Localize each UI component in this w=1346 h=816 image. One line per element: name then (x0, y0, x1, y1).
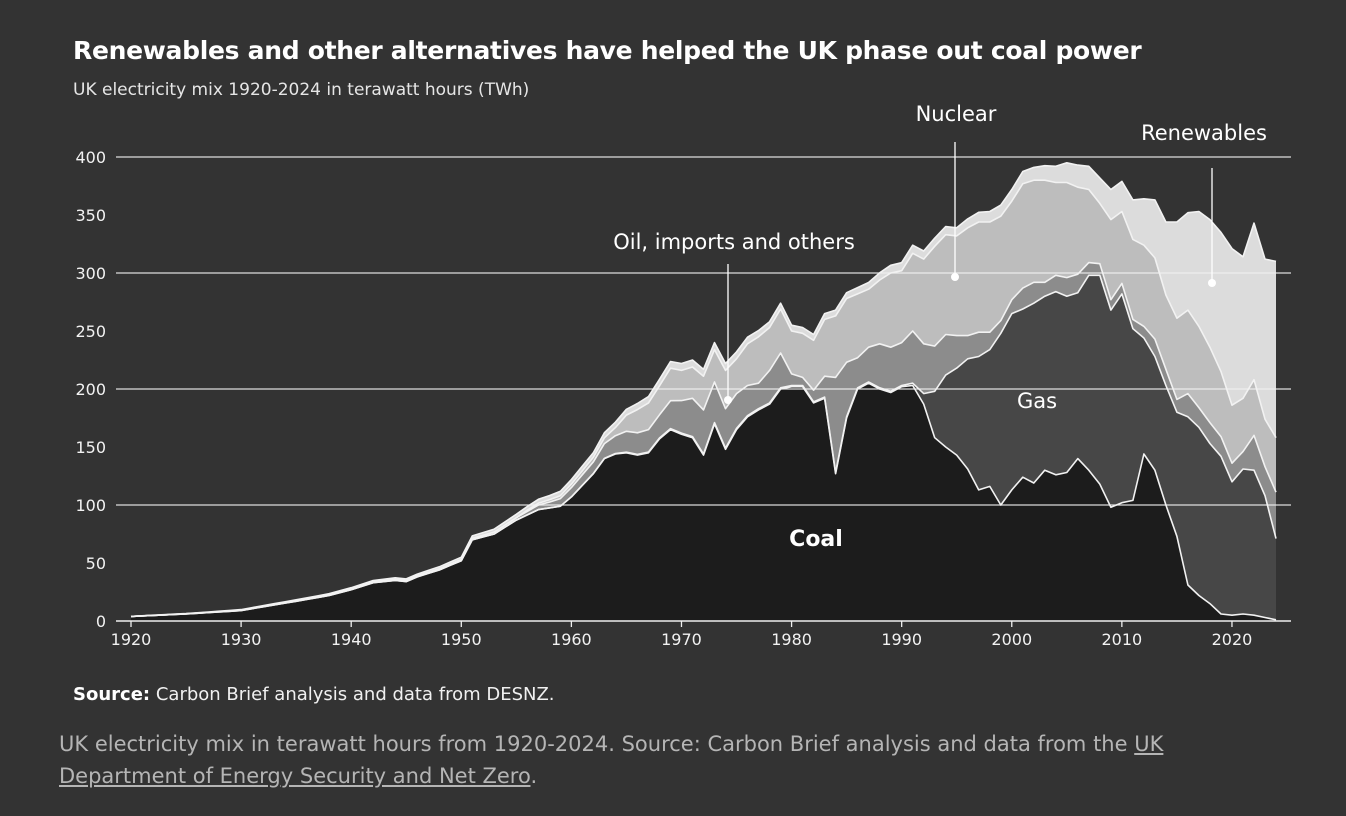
area-coal (131, 383, 1276, 621)
x-tick-label-1970: 1970 (661, 630, 702, 649)
source-note: Source: Carbon Brief analysis and data f… (73, 684, 555, 705)
oil-marker (724, 396, 732, 404)
x-tick-label-2000: 2000 (991, 630, 1032, 649)
nuclear-marker (951, 273, 959, 281)
y-tick-label-350: 350 (75, 206, 106, 225)
area-nuclear (131, 180, 1276, 617)
areas-layer (131, 162, 1276, 621)
gas-label: Gas (1017, 389, 1057, 413)
x-tick-label-1950: 1950 (441, 630, 482, 649)
coal-label: Coal (789, 527, 843, 552)
desnz-link[interactable]: UK Department of Energy Security and Net… (59, 732, 1164, 788)
area-gas (131, 275, 1276, 620)
outline-renewables (130, 162, 1277, 618)
y-tick-label-50: 50 (86, 554, 106, 573)
x-tick-label-2010: 2010 (1102, 630, 1143, 649)
caption-text: UK electricity mix in terawatt hours fro… (59, 732, 1135, 756)
nuclear-label: Nuclear (916, 102, 997, 126)
source-label: Source: (73, 684, 151, 705)
renewables-label: Renewables (1141, 121, 1267, 145)
annotation-layer: Coal Gas Oil, imports and others Nuclear Ren… (613, 102, 1267, 552)
x-tick-label-1990: 1990 (881, 630, 922, 649)
x-tick-label-1960: 1960 (551, 630, 592, 649)
oil-imports-others-label: Oil, imports and others (613, 230, 855, 254)
y-tick-label-250: 250 (75, 322, 106, 341)
area-oil (131, 262, 1276, 617)
axis-layer: 0 50 100 150 200 250 300 350 400 1920 1930 1940 1950… (75, 148, 1291, 649)
figure-caption: UK electricity mix in terawatt hours fro… (59, 728, 1259, 792)
chart-title: Renewables and other alternatives have h… (73, 36, 1142, 65)
x-tick-label-1930: 1930 (221, 630, 262, 649)
y-tick-label-150: 150 (75, 438, 106, 457)
x-tick-label-1980: 1980 (771, 630, 812, 649)
y-tick-label-0: 0 (96, 612, 106, 631)
outline-nuclear (130, 179, 1277, 618)
outline-layer (130, 162, 1277, 621)
caption-end: . (530, 764, 538, 788)
y-tick-label-100: 100 (75, 496, 106, 515)
y-tick-label-300: 300 (75, 264, 106, 283)
source-text: Carbon Brief analysis and data from DESN… (155, 684, 555, 705)
x-tick-label-2020: 2020 (1212, 630, 1253, 649)
y-tick-label-200: 200 (75, 380, 106, 399)
x-tick-label-1940: 1940 (331, 630, 372, 649)
grid-layer (116, 156, 1291, 506)
renewables-marker (1208, 279, 1216, 287)
stacked-area-chart: 0 50 100 150 200 250 300 350 400 1920 1930 1940 1950… (75, 102, 1291, 649)
y-tick-label-400: 400 (75, 148, 106, 167)
x-tick-label-1920: 1920 (111, 630, 152, 649)
chart-subtitle: UK electricity mix 1920-2024 in terawatt… (73, 80, 530, 100)
